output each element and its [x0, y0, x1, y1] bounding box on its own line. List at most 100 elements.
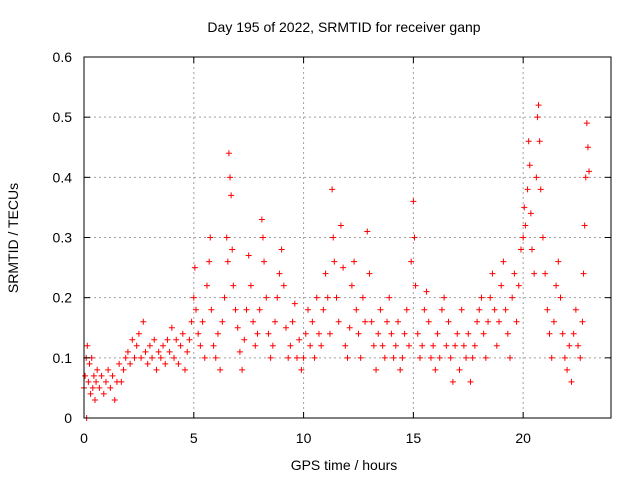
data-point	[326, 330, 333, 337]
x-tick-label: 10	[296, 430, 312, 446]
data-point	[513, 318, 520, 325]
data-point	[584, 144, 591, 151]
data-point	[236, 348, 243, 355]
data-point	[384, 318, 391, 325]
data-point	[102, 378, 109, 385]
data-point	[357, 354, 364, 361]
y-tick-label: 0.6	[53, 49, 73, 65]
data-point	[157, 354, 164, 361]
data-point	[269, 342, 276, 349]
data-point	[311, 354, 318, 361]
data-point	[239, 366, 246, 373]
data-point	[544, 306, 551, 313]
data-point	[348, 282, 355, 289]
data-point	[582, 174, 589, 181]
data-point	[517, 246, 524, 253]
data-point	[500, 258, 507, 265]
data-point	[84, 342, 91, 349]
data-point	[411, 234, 418, 241]
data-point	[526, 162, 533, 169]
data-point	[425, 318, 432, 325]
data-point	[373, 366, 380, 373]
data-point	[528, 246, 535, 253]
data-point	[359, 294, 366, 301]
data-point	[82, 372, 89, 379]
data-point	[555, 258, 562, 265]
data-point	[561, 354, 568, 361]
data-point	[254, 330, 261, 337]
data-point	[307, 342, 314, 349]
data-point	[427, 354, 434, 361]
data-point	[197, 342, 204, 349]
data-point	[280, 282, 287, 289]
data-point	[109, 372, 116, 379]
x-tick-label: 5	[190, 430, 198, 446]
data-point	[333, 294, 340, 301]
data-point	[291, 300, 298, 307]
data-point	[537, 186, 544, 193]
data-point	[111, 396, 118, 403]
data-point	[340, 264, 347, 271]
data-point	[199, 318, 206, 325]
data-point	[579, 318, 586, 325]
data-point	[300, 354, 307, 361]
data-point	[133, 342, 140, 349]
data-point	[261, 258, 268, 265]
data-point	[416, 354, 423, 361]
data-point	[227, 174, 234, 181]
data-point	[315, 330, 322, 337]
data-point	[401, 330, 408, 337]
data-point	[421, 306, 428, 313]
data-point	[155, 348, 162, 355]
data-point	[572, 306, 579, 313]
data-point	[388, 330, 395, 337]
y-axis: 0 0.1 0.2 0.3 0.4 0.5 0.6	[53, 49, 611, 426]
data-point	[581, 222, 588, 229]
data-point	[127, 360, 134, 367]
data-point	[186, 336, 193, 343]
data-point	[467, 378, 474, 385]
data-point	[504, 330, 511, 337]
data-point	[219, 318, 226, 325]
data-point	[206, 258, 213, 265]
data-point	[207, 234, 214, 241]
data-point	[93, 378, 100, 385]
data-point	[265, 330, 272, 337]
data-point	[346, 324, 353, 331]
data-point	[153, 366, 160, 373]
data-point	[168, 324, 175, 331]
data-point	[362, 318, 369, 325]
x-tick-label: 0	[80, 430, 88, 446]
data-point	[192, 306, 199, 313]
data-point	[188, 318, 195, 325]
x-axis-label: GPS time / hours	[291, 457, 398, 473]
data-point	[364, 228, 371, 235]
data-point	[548, 354, 555, 361]
y-tick-label: 0.1	[53, 350, 73, 366]
data-point	[225, 150, 232, 157]
data-point	[583, 120, 590, 127]
data-point	[375, 330, 382, 337]
data-point	[390, 354, 397, 361]
data-point	[96, 384, 103, 391]
data-point	[195, 330, 202, 337]
data-point	[229, 246, 236, 253]
data-point	[491, 306, 498, 313]
data-point	[580, 270, 587, 277]
data-point	[344, 354, 351, 361]
data-point	[245, 252, 252, 259]
data-point	[335, 318, 342, 325]
data-point	[124, 348, 131, 355]
data-point	[506, 354, 513, 361]
data-point	[135, 330, 142, 337]
data-point	[140, 318, 147, 325]
data-point	[100, 390, 107, 397]
data-point	[241, 336, 248, 343]
data-point	[322, 270, 329, 277]
data-point	[313, 294, 320, 301]
data-point	[224, 258, 231, 265]
data-point	[164, 336, 171, 343]
data-point	[298, 366, 305, 373]
data-point	[267, 354, 274, 361]
data-point	[151, 336, 158, 343]
